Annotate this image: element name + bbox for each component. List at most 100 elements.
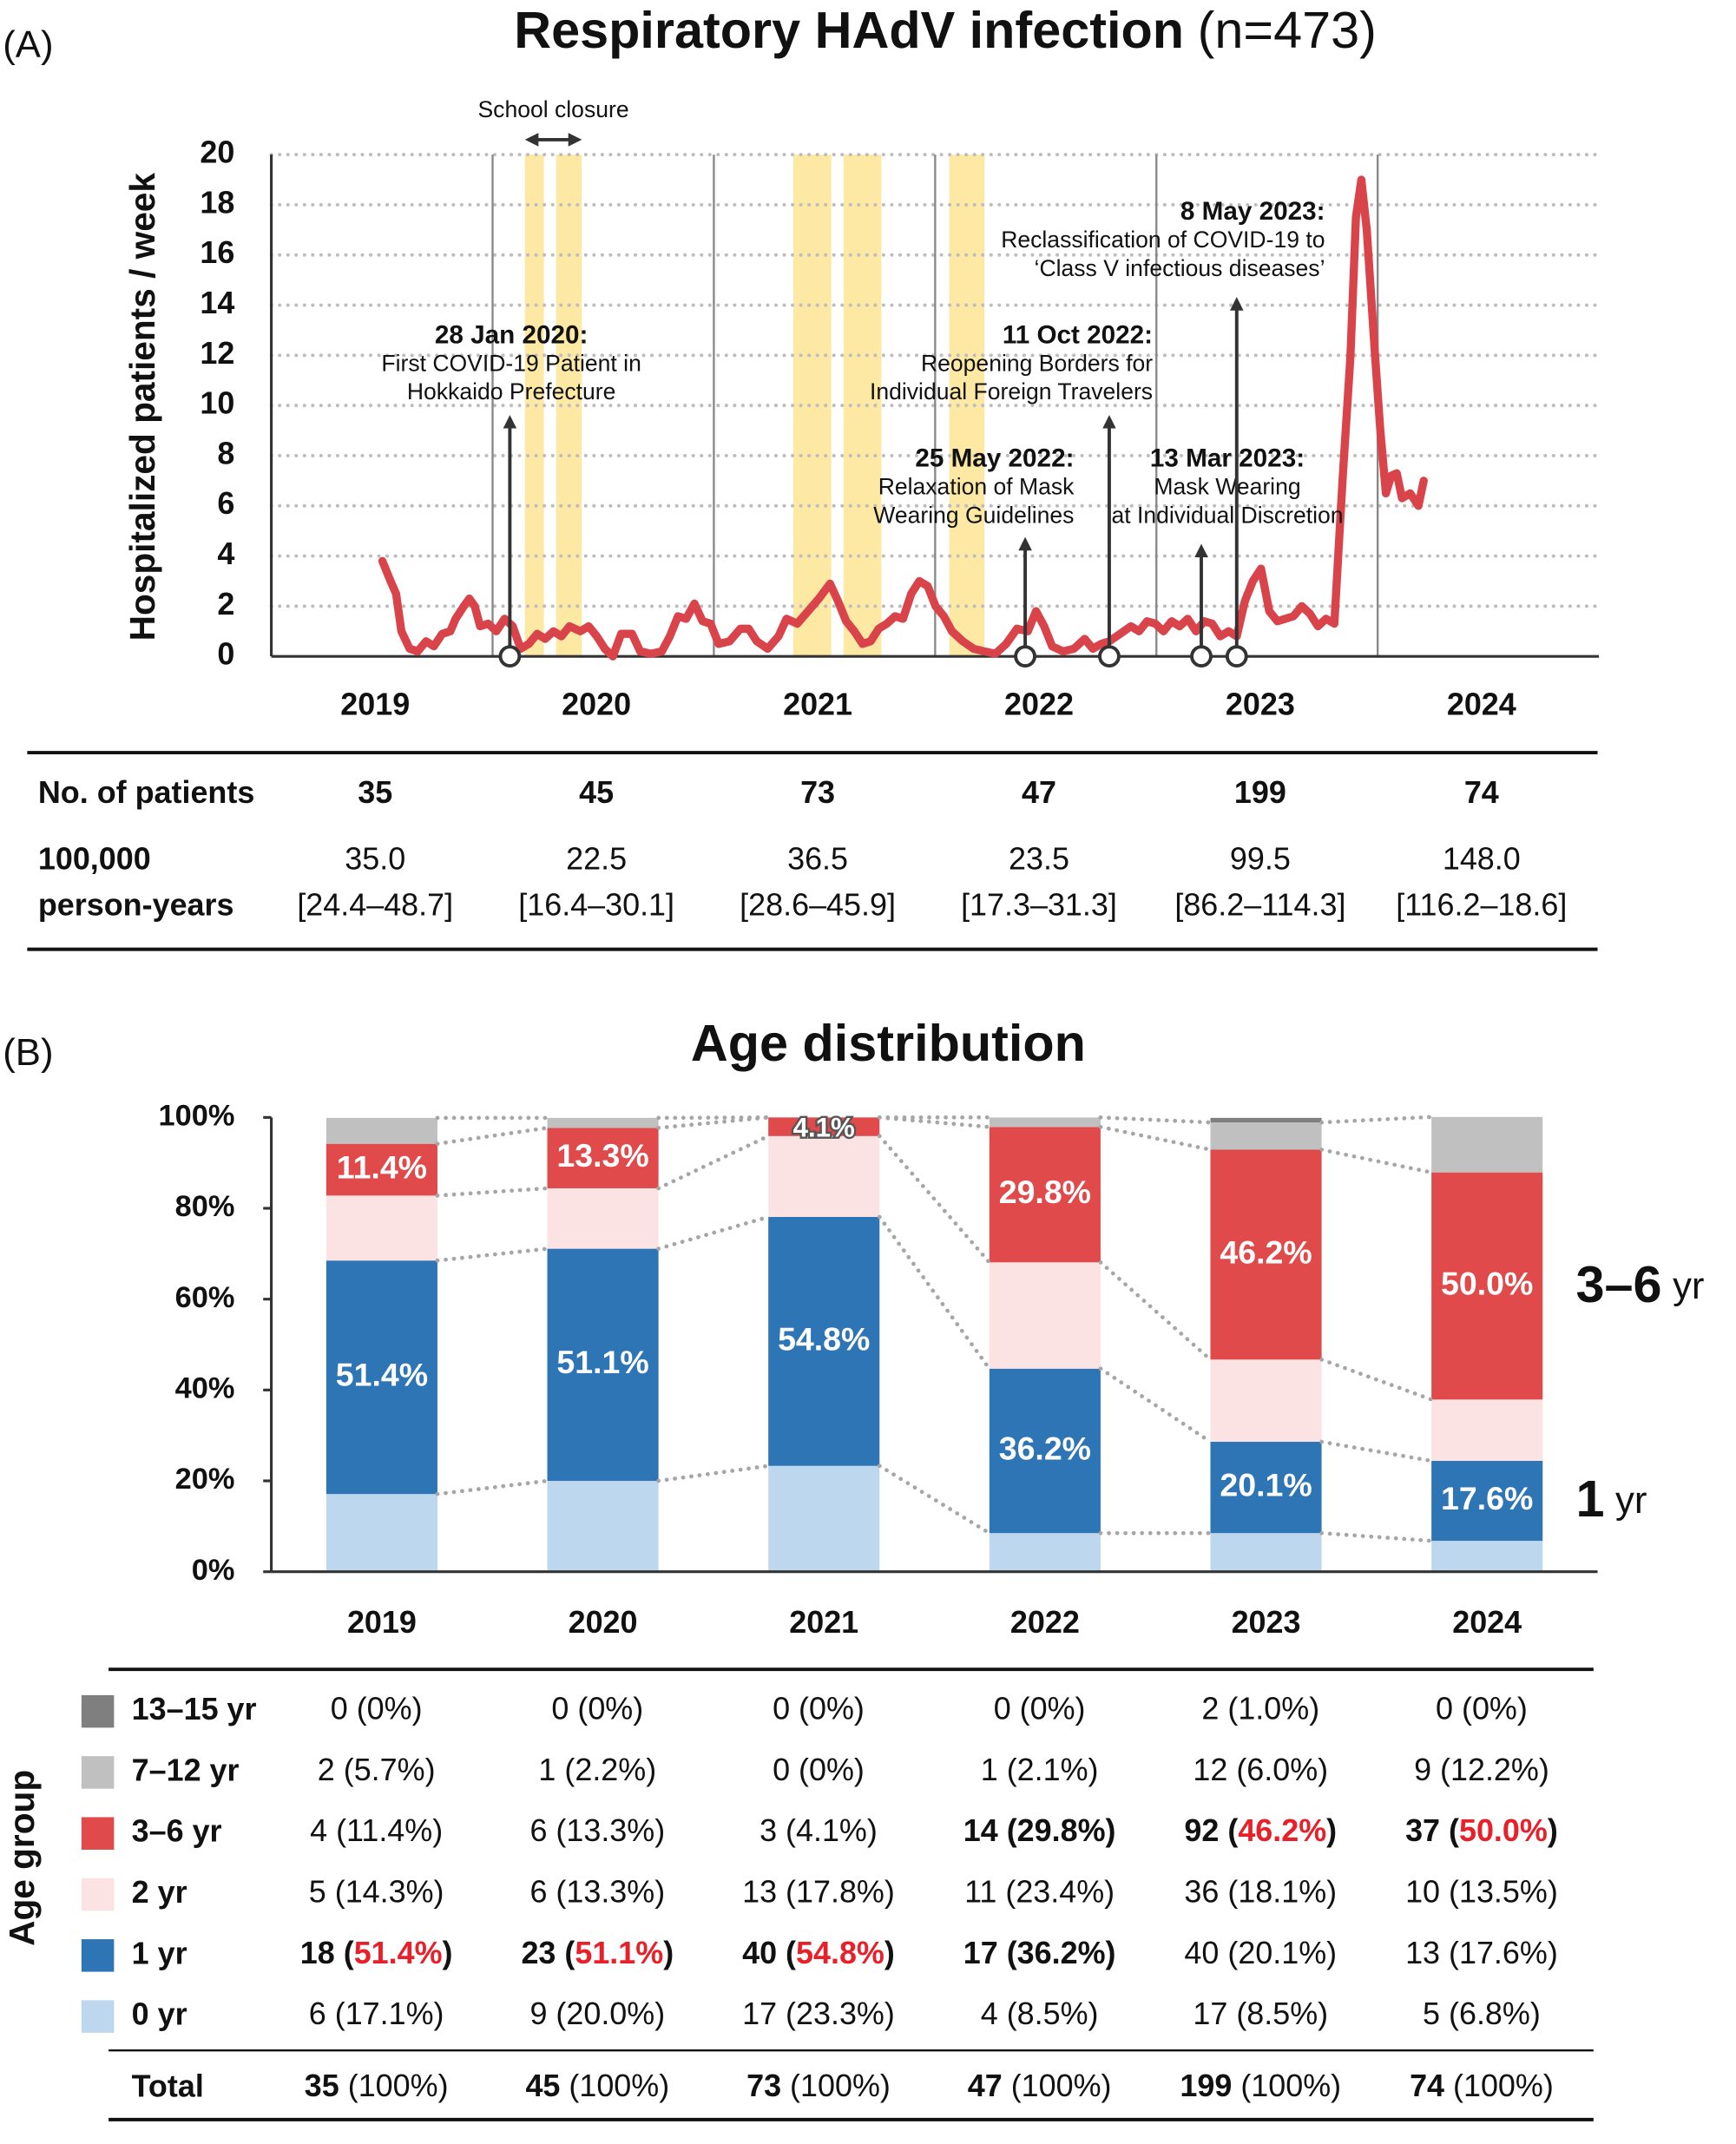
table-cell-run: (100%) [560, 2068, 669, 2103]
table-cell: 35 (100%) [305, 2068, 449, 2103]
connector [656, 1115, 771, 1121]
legend-swatch [81, 1939, 115, 1972]
table-cell-run: 0 (0%) [331, 1691, 423, 1726]
y-tick-label: 6 [217, 485, 234, 521]
x-category-label: 2023 [1226, 686, 1295, 721]
table-cell: 13 (17.6%) [1405, 1935, 1558, 1970]
table-cell-run: 54.8% [796, 1935, 884, 1970]
table-cell-run: 50.0% [1459, 1813, 1548, 1849]
table-cell: 35 [358, 774, 392, 810]
table-row-label: 100,000 [38, 841, 151, 877]
bar-segment [768, 1117, 880, 1136]
table-cell-run: (100%) [781, 2068, 891, 2103]
x-category-label: 2022 [1004, 686, 1074, 721]
table-cell-run: 47 [968, 2068, 1003, 2103]
connector [1098, 1366, 1213, 1444]
x-category-label: 2019 [340, 686, 410, 721]
table-cell: [24.4–48.7] [297, 887, 453, 923]
side-label: 3–6 yr [1576, 1255, 1705, 1313]
bar-value-label: 20.1% [1220, 1467, 1312, 1503]
y-tick-label: 40% [175, 1371, 235, 1404]
table-cell: 17 (36.2%) [963, 1935, 1116, 1970]
table-cell-run: ) [443, 1935, 453, 1970]
table-cell-run: 9 (12.2%) [1414, 1752, 1549, 1787]
event-title: 28 Jan 2020: [435, 320, 589, 349]
legend-swatch [81, 1878, 115, 1911]
table-cell: [86.2–114.3] [1174, 887, 1345, 923]
bar-segment [1210, 1533, 1322, 1572]
bar-value-label: 36.2% [999, 1430, 1091, 1466]
table-cell: 4 (8.5%) [981, 1996, 1099, 2032]
table-cell-run: 0 (0%) [551, 1691, 643, 1726]
table-cell: 3 (4.1%) [760, 1813, 878, 1849]
y-tick-label: 12 [200, 335, 234, 371]
bar-value-label: 50.0% [1441, 1265, 1533, 1301]
table-cell: 37 (50.0%) [1405, 1813, 1558, 1849]
table-cell: 74 [1464, 774, 1499, 810]
connector [877, 1214, 992, 1371]
table-cell: 0 (0%) [551, 1691, 643, 1726]
table-cell-run: 0 (0%) [994, 1691, 1086, 1726]
panel-label: (B) [3, 1031, 53, 1074]
bar-segment [1431, 1461, 1543, 1542]
event-text: Wearing Guidelines [873, 502, 1074, 528]
table-cell-run: (100%) [339, 2068, 449, 2103]
table-cell: 23.5 [1009, 841, 1069, 877]
table-cell-run: 5 (6.8%) [1423, 1996, 1541, 2032]
line-series [378, 175, 1428, 661]
table-cell-run: 2 (1.0%) [1201, 1691, 1319, 1726]
table-cell: 9 (12.2%) [1414, 1752, 1549, 1787]
connector [435, 1186, 549, 1198]
table-cell-run: 0 (0%) [1436, 1691, 1528, 1726]
bar-segment [989, 1262, 1101, 1369]
table-cell-run: 40 ( [742, 1935, 796, 1970]
legend-swatch [81, 1756, 115, 1789]
x-category-label: 2019 [347, 1604, 417, 1640]
table-cell: 2 (1.0%) [1201, 1691, 1319, 1726]
school-closure-label: School closure [477, 96, 628, 122]
bar-segment [1431, 1116, 1543, 1173]
y-tick-label: 4 [217, 536, 234, 571]
table-cell: 45 (100%) [525, 2068, 669, 2103]
table-cell-run: 74 [1410, 2068, 1444, 2103]
legend-swatch [81, 2000, 115, 2033]
bar-segment [1210, 1359, 1322, 1443]
connector [1098, 1124, 1213, 1152]
event-text: First COVID-19 Patient in [381, 350, 641, 376]
bar-value-label: 54.8% [778, 1320, 870, 1357]
table-cell: 12 (6.0%) [1193, 1752, 1328, 1787]
table-cell-run: 6 (17.1%) [309, 1996, 444, 2032]
connector [1319, 1439, 1434, 1463]
connector [1319, 1357, 1434, 1402]
bar-segment [547, 1128, 659, 1188]
table-cell-run: 17 (36.2%) [963, 1935, 1116, 1970]
table-cell: [116.2–18.6] [1396, 887, 1567, 923]
table-cell: [16.4–30.1] [518, 887, 674, 923]
table-cell-run: 13 (17.8%) [742, 1874, 895, 1910]
y-tick-label: 18 [200, 184, 234, 220]
table-cell-run: 1 (2.2%) [538, 1752, 656, 1787]
table-row-label: 13–15 yr [132, 1691, 257, 1726]
bar-segment [1431, 1172, 1543, 1400]
bar-segment [1210, 1117, 1322, 1123]
event-text: Reopening Borders for [921, 350, 1153, 376]
bar-segment [547, 1187, 659, 1249]
connector [435, 1246, 549, 1263]
bar-segment [989, 1368, 1101, 1534]
table-cell: 0 (0%) [773, 1752, 865, 1787]
table-cell: 199 [1234, 774, 1286, 810]
table-cell: 6 (17.1%) [309, 1996, 444, 2032]
event-text: Reclassification of COVID-19 to [1001, 227, 1325, 253]
bar-segment [326, 1494, 437, 1572]
bar-segment [768, 1465, 880, 1572]
table-cell: 11 (23.4%) [964, 1874, 1115, 1910]
table-cell: 13 (17.8%) [742, 1874, 895, 1910]
table-cell-run: 10 (13.5%) [1405, 1874, 1558, 1910]
event-text: at Individual Discretion [1111, 502, 1343, 528]
bar-value-label: 4.1% [793, 1112, 855, 1142]
table-cell-run: 4 (11.4%) [310, 1813, 443, 1849]
event-text: Relaxation of Mask [878, 473, 1075, 499]
table-cell: 6 (13.3%) [529, 1813, 665, 1849]
table-cell: 14 (29.8%) [963, 1813, 1116, 1849]
bar-segment [326, 1260, 437, 1495]
